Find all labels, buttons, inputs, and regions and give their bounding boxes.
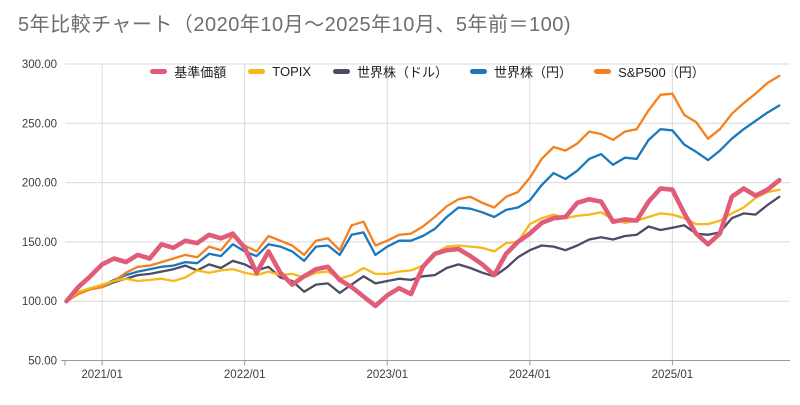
y-axis-tick-label: 100.00 (22, 296, 57, 308)
series-line-3 (65, 195, 781, 303)
legend-label: 基準価額 (174, 65, 227, 80)
series-line-1 (64, 177, 782, 309)
x-axis-tick-label: 2023/01 (366, 369, 408, 381)
legend-label: 世界株（ドル） (357, 65, 449, 80)
chart-legend: 基準価額 TOPIX 世界株（ドル） 世界株（円） S&P500（円） (65, 62, 790, 81)
y-axis-tick-label: 50.00 (28, 356, 57, 368)
legend-swatch-icon (594, 69, 612, 74)
x-axis-tick-label: 2024/01 (509, 369, 551, 381)
legend-label: TOPIX (272, 64, 312, 79)
series-line-5 (65, 74, 781, 303)
legend-label: 世界株（円） (494, 65, 573, 80)
legend-item: TOPIX (248, 64, 311, 79)
legend-item: 世界株（ドル） (333, 62, 448, 81)
legend-swatch-icon (333, 69, 351, 74)
legend-item: 基準価額 (150, 62, 226, 81)
y-axis-tick-label: 150.00 (22, 237, 57, 249)
legend-swatch-icon (150, 69, 168, 74)
legend-label: S&P500（円） (618, 65, 705, 80)
y-axis-tick-label: 250.00 (22, 118, 57, 130)
y-axis-tick-label: 300.00 (22, 59, 57, 71)
legend-item: 世界株（円） (470, 62, 572, 81)
legend-swatch-icon (248, 69, 266, 74)
x-axis-tick-label: 2022/01 (224, 369, 266, 381)
legend-item: S&P500（円） (594, 62, 705, 81)
x-axis-tick-label: 2025/01 (652, 369, 694, 381)
chart-title: 5年比較チャート（2020年10月～2025年10月、5年前＝100) (18, 14, 572, 36)
y-axis-tick-label: 200.00 (22, 178, 57, 190)
legend-swatch-icon (470, 69, 488, 74)
x-axis-tick-label: 2021/01 (81, 369, 123, 381)
series-line-4 (65, 104, 781, 303)
